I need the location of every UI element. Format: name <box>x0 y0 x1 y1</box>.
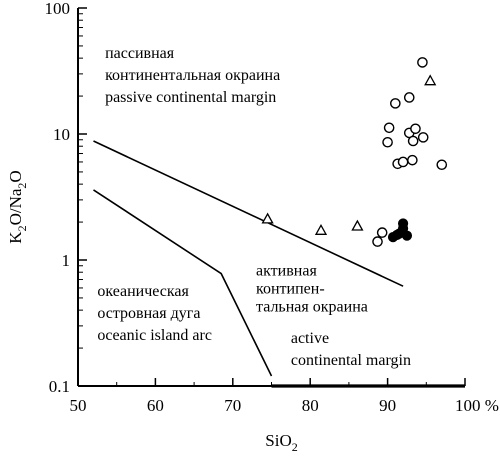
y-axis-title-sub: 2 <box>15 183 29 189</box>
data-point-open-circle <box>407 135 419 147</box>
region-label-line: active <box>291 330 329 347</box>
region-label-line: активная <box>256 263 317 280</box>
y-tick-label: 1 <box>62 251 71 270</box>
region-label-line: контипен- <box>256 281 325 298</box>
y-axis-title-part: O <box>6 170 25 182</box>
data-point-open-circle <box>376 227 388 238</box>
x-tick-label: 90 <box>379 396 396 415</box>
data-point-open-circle <box>417 57 428 68</box>
data-point-open-circle <box>410 123 421 135</box>
x-tick-label: 100 % <box>455 396 499 415</box>
region-label-line: пассивная <box>105 45 175 62</box>
y-axis-title-part: K <box>6 231 25 244</box>
region-label-line: тальная окраина <box>256 299 368 316</box>
y-tick-label: 100 <box>45 0 71 18</box>
x-tick-label: 60 <box>147 396 164 415</box>
y-axis-title-sub: 2 <box>15 225 29 231</box>
data-point-open-circle <box>397 156 409 168</box>
region-label-line: continental margin <box>291 352 411 369</box>
x-tick-label: 50 <box>70 396 87 415</box>
region-label: active continental margin <box>291 330 411 369</box>
region-label-line: океаническая <box>97 283 189 300</box>
boundary-line-upper <box>93 140 404 287</box>
region-label: океаническая островная дуга oceanic island… <box>97 283 212 344</box>
x-axis-title: SiO2 <box>265 431 297 454</box>
data-point-open-circle <box>436 159 448 171</box>
data-point-open-circle <box>407 154 418 166</box>
x-tick-label: 70 <box>224 396 241 415</box>
x-axis-title-sub: 2 <box>292 440 298 454</box>
data-point-open-triangle <box>261 212 274 224</box>
x-axis-title-main: SiO <box>265 431 291 450</box>
y-tick-label: 0.1 <box>49 377 70 396</box>
plot-area: 0.1 1 10 100 50 60 70 80 90 100 % пассивная контине… <box>6 0 499 454</box>
data-point-open-circle <box>383 122 395 134</box>
data-point-open-triangle <box>424 74 437 86</box>
region-label: активная контипен-тальная окраина <box>256 263 368 316</box>
data-point-open-triangle <box>351 219 364 231</box>
data-point-open-circle <box>403 92 415 103</box>
y-axis-title-part: O/Na <box>6 188 25 225</box>
data-point-filled-circle <box>391 229 402 241</box>
region-label-line: oceanic island arc <box>97 327 212 344</box>
region-label-line: passive continental margin <box>105 89 276 106</box>
data-point-open-circle <box>382 136 393 148</box>
data-point-filled-circle <box>401 230 413 241</box>
region-label: пассивная континентальная окраина passive … <box>105 45 280 106</box>
x-tick-label: 80 <box>302 396 319 415</box>
boundary-line-lower <box>93 189 273 377</box>
data-point-open-triangle <box>314 223 328 235</box>
data-point-open-circle <box>417 132 429 143</box>
data-point-open-circle <box>390 98 401 109</box>
region-label-line: островная дуга <box>97 305 200 322</box>
y-tick-label: 10 <box>53 125 70 144</box>
y-axis-title: K2O/Na2O <box>6 170 29 243</box>
data-point-open-circle <box>372 236 383 247</box>
region-label-line: континентальная окраина <box>105 67 280 84</box>
